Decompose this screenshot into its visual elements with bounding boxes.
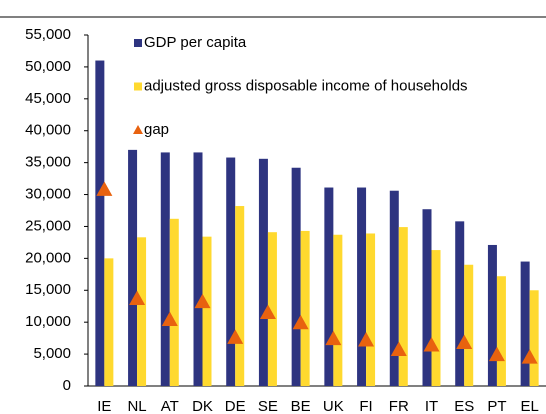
x-tick-label: SE [258, 398, 278, 414]
bar [235, 206, 245, 386]
bar [389, 190, 399, 386]
gap-marker [325, 330, 342, 346]
x-tick-label: FI [359, 398, 372, 414]
bar [160, 152, 170, 386]
x-tick-label: FR [389, 398, 409, 414]
bar [366, 233, 376, 386]
legend-marker [133, 125, 143, 134]
bar [226, 157, 236, 386]
bar [169, 218, 179, 386]
bar [529, 290, 539, 386]
bar [104, 258, 114, 386]
y-tick-label: 40,000 [25, 122, 71, 139]
x-tick-label: ES [454, 398, 474, 414]
x-tick-label: DK [192, 398, 213, 414]
x-tick-label: NL [127, 398, 146, 414]
bar [520, 261, 530, 386]
x-tick-label: IT [425, 398, 438, 414]
gap-marker [521, 349, 538, 364]
y-tick-label: 30,000 [25, 186, 71, 203]
gap-marker [423, 337, 440, 352]
legend-marker [134, 82, 142, 91]
bar [258, 158, 268, 386]
x-tick-label: AT [161, 398, 179, 414]
bar [422, 209, 432, 386]
gap-marker [358, 332, 375, 347]
x-tick-label: DE [225, 398, 246, 414]
bar [193, 152, 203, 386]
y-tick-label: 15,000 [25, 281, 71, 298]
bar [128, 149, 138, 386]
legend-label: gap [144, 121, 169, 138]
y-tick-label: 45,000 [25, 90, 71, 107]
gap-marker [96, 181, 113, 196]
bar [137, 237, 147, 386]
bar [333, 234, 343, 386]
legend-label: GDP per capita [144, 34, 247, 51]
y-tick-label: 55,000 [25, 26, 71, 43]
gap-marker [390, 341, 407, 357]
x-tick-label: PT [487, 398, 506, 414]
bar [324, 187, 334, 386]
y-tick-label: 20,000 [25, 249, 71, 266]
bar [357, 187, 367, 386]
legend-marker [134, 39, 142, 47]
bar [487, 244, 497, 386]
bar [431, 250, 441, 386]
y-tick-label: 0 [63, 377, 71, 394]
bar [398, 227, 408, 386]
x-tick-label: UK [323, 398, 344, 414]
gap-marker [129, 290, 146, 305]
y-tick-label: 10,000 [25, 313, 71, 330]
gap-marker [194, 293, 211, 309]
x-tick-label: EL [520, 398, 538, 414]
gap-marker [259, 304, 276, 320]
gap-marker [456, 334, 473, 350]
bar [95, 60, 105, 386]
x-tick-label: IE [97, 398, 111, 414]
bar [202, 236, 212, 386]
bar [455, 221, 465, 386]
bar [267, 232, 277, 386]
y-tick-label: 50,000 [25, 58, 71, 75]
bar [300, 230, 310, 386]
y-tick-label: 5,000 [33, 345, 71, 362]
bar [496, 276, 506, 386]
bar [291, 167, 301, 386]
gap-marker [488, 346, 505, 362]
legend-label: adjusted gross disposable income of hous… [144, 77, 468, 94]
bar [464, 264, 474, 386]
gap-marker [161, 311, 178, 327]
y-tick-label: 35,000 [25, 154, 71, 171]
gap-marker [227, 329, 244, 344]
y-tick-label: 25,000 [25, 217, 71, 234]
x-tick-label: BE [291, 398, 311, 414]
gap-marker [292, 314, 309, 330]
